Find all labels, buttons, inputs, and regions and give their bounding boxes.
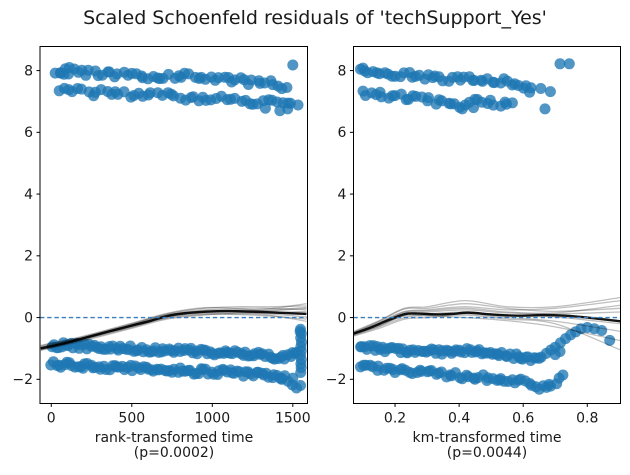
scatter-point bbox=[144, 87, 156, 99]
scatter-point bbox=[287, 372, 299, 384]
x-tick-label: 0.2 bbox=[384, 410, 406, 426]
y-tick-label: 4 bbox=[337, 187, 346, 203]
right-x-axis-pvalue: (p=0.0044) bbox=[446, 445, 528, 461]
x-tick-label: 0.6 bbox=[512, 410, 534, 426]
bootstrap-lowess-line bbox=[353, 314, 621, 351]
scatter-point bbox=[544, 86, 556, 98]
bootstrap-lowess-line bbox=[40, 306, 307, 346]
x-tick-label: 0 bbox=[47, 410, 56, 426]
left-x-axis-label: rank-transformed time (p=0.0002) bbox=[40, 431, 308, 461]
bootstrap-lowess-line bbox=[353, 299, 621, 334]
y-tick-label: 0 bbox=[24, 310, 33, 326]
lowess-main-line bbox=[40, 309, 307, 350]
bootstrap-lowess-line bbox=[353, 303, 621, 333]
bootstrap-lowess-line bbox=[353, 314, 621, 342]
scatter-band-upper-band-high bbox=[355, 58, 575, 115]
bootstrap-lowess-line bbox=[40, 307, 307, 347]
scatter-point bbox=[604, 334, 616, 346]
lowess-main-line bbox=[353, 311, 621, 335]
y-tick-label: −2 bbox=[12, 372, 33, 388]
scatter-point bbox=[557, 369, 569, 381]
y-axis-ticks: −2 0 2 4 6 8 bbox=[326, 63, 354, 388]
scatter-point bbox=[596, 325, 608, 336]
scatter-point bbox=[524, 86, 536, 98]
axes-spines bbox=[352, 46, 622, 404]
scatter-point bbox=[281, 82, 293, 93]
x-tick-label: 0.4 bbox=[448, 410, 470, 426]
axes-spines bbox=[39, 46, 308, 404]
y-tick-label: 6 bbox=[24, 125, 33, 141]
scatter-point bbox=[276, 373, 288, 385]
y-tick-label: 2 bbox=[337, 249, 346, 265]
y-tick-label: −2 bbox=[326, 372, 347, 388]
scatter-point bbox=[259, 102, 271, 114]
scatter-point bbox=[563, 58, 575, 70]
scatter-point bbox=[295, 380, 306, 391]
bootstrap-lowess-line bbox=[40, 313, 307, 351]
scatter-point bbox=[357, 62, 369, 74]
scatter-point bbox=[468, 102, 479, 114]
scatter-band-upper-band-high bbox=[49, 59, 299, 95]
scatter-point bbox=[506, 97, 518, 109]
right-x-axis-label: km-transformed time (p=0.0044) bbox=[353, 431, 621, 461]
scatter-point bbox=[292, 99, 304, 111]
y-tick-label: 4 bbox=[24, 187, 33, 203]
scatter-point bbox=[294, 326, 306, 337]
y-tick-label: 0 bbox=[337, 310, 346, 326]
x-axis-ticks: 0 500 1000 1500 bbox=[47, 403, 311, 426]
scatter-point bbox=[282, 103, 294, 115]
scatter-point bbox=[535, 83, 547, 94]
bootstrap-lowess-line bbox=[353, 296, 621, 333]
scatter-point bbox=[63, 62, 75, 73]
x-tick-label: 1000 bbox=[194, 410, 230, 426]
y-tick-label: 8 bbox=[24, 63, 33, 79]
scatter-point bbox=[295, 367, 307, 378]
scatter-point bbox=[539, 103, 551, 115]
y-tick-label: 8 bbox=[337, 63, 346, 79]
x-axis-ticks: 0.2 0.4 0.6 0.8 bbox=[384, 403, 598, 426]
chart-title: Scaled Schoenfeld residuals of 'techSupp… bbox=[83, 7, 547, 29]
scatter-band-lower-band-high bbox=[355, 322, 616, 366]
scatter-band-upper-band-low bbox=[53, 82, 304, 117]
subplot-km-transformed bbox=[353, 58, 621, 395]
scatter-point bbox=[554, 346, 566, 357]
scatter-point bbox=[456, 103, 468, 115]
scatter-point bbox=[423, 92, 434, 104]
subplot-rank-transformed bbox=[40, 59, 308, 394]
scatter-point bbox=[55, 67, 67, 79]
left-x-axis-pvalue: (p=0.0002) bbox=[133, 445, 215, 461]
scatter-band-upper-band-low bbox=[357, 85, 518, 115]
y-tick-label: 2 bbox=[24, 249, 33, 265]
y-axis-ticks: −2 0 2 4 6 8 bbox=[12, 63, 40, 388]
scatter-point bbox=[554, 58, 566, 70]
x-tick-label: 0.8 bbox=[576, 410, 598, 426]
right-x-axis-label-line1: km-transformed time bbox=[412, 430, 562, 446]
scatter-band-lower-band-low bbox=[355, 359, 569, 395]
left-x-axis-label-line1: rank-transformed time bbox=[94, 430, 254, 446]
x-tick-label: 1500 bbox=[275, 410, 311, 426]
scatter-point bbox=[287, 59, 299, 71]
x-tick-label: 500 bbox=[118, 410, 145, 426]
scatter-band-lower-band-low bbox=[45, 356, 307, 394]
y-tick-label: 6 bbox=[337, 125, 346, 141]
